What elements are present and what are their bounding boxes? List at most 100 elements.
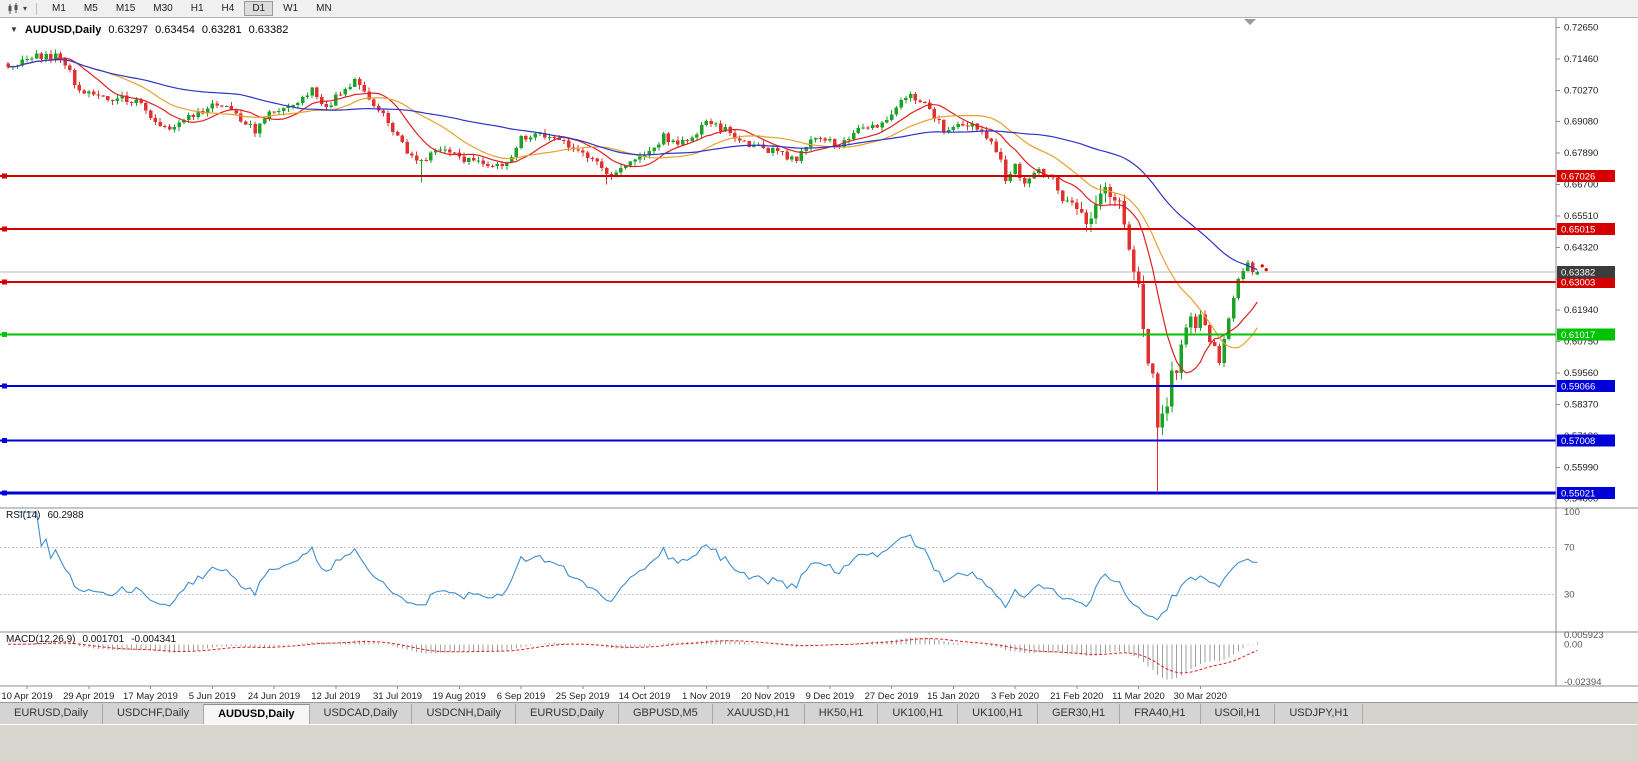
chart-tab-bar: EURUSD,Daily USDCHF,Daily AUDUSD,Daily USDC… [0,702,1638,724]
svg-text:0.63003: 0.63003 [1561,278,1595,289]
status-bar [0,724,1638,762]
svg-text:0.60750: 0.60750 [1564,337,1598,348]
svg-text:0.70270: 0.70270 [1564,85,1598,96]
level-handle[interactable] [2,279,7,285]
level-price-badge [1557,434,1615,447]
chart-tab-uk100-h1[interactable]: UK100,H1 [958,704,1038,724]
macd-value: 0.001701 [82,634,125,645]
svg-text:0.59560: 0.59560 [1564,368,1598,379]
svg-text:0.57008: 0.57008 [1561,436,1595,447]
timeframe-button-m1[interactable]: M1 [52,3,66,14]
chart-shift-marker[interactable] [1244,19,1256,25]
svg-text:0.54800: 0.54800 [1564,494,1598,505]
level-handle[interactable] [2,383,7,389]
svg-text:0.66700: 0.66700 [1564,180,1598,191]
svg-text:12 Jul 2019: 12 Jul 2019 [311,691,360,702]
chart-tab-ger30-h1[interactable]: GER30,H1 [1037,704,1121,724]
svg-text:0.00: 0.00 [1564,639,1583,650]
timeframe-button-d1[interactable]: D1 [244,1,274,16]
timeframe-button-h4[interactable]: H4 [221,3,235,14]
rsi-value: 60.2988 [47,510,84,521]
timeframe-button-h1[interactable]: H1 [190,3,204,14]
chart-tab-fra40-h1[interactable]: FRA40,H1 [1120,704,1201,724]
svg-text:0.61940: 0.61940 [1564,305,1598,316]
svg-text:0.58370: 0.58370 [1564,399,1598,410]
svg-text:100: 100 [1564,507,1580,518]
svg-text:19 Aug 2019: 19 Aug 2019 [433,691,486,702]
chart-tab-eurusd-daily[interactable]: EURUSD,Daily [516,704,619,724]
level-price-badge [1557,486,1615,499]
timeframe-button-m5[interactable]: M5 [83,3,98,14]
date-axis[interactable]: 10 Apr 2019 29 Apr 2019 17 May 2019 5 Jun 2… [1,686,1227,702]
timeframe-button-mn[interactable]: MN [316,3,332,14]
chart-tab-uk100-h1[interactable]: UK100,H1 [878,704,959,724]
ma-line-50 [7,58,1258,271]
svg-text:5 Jun 2019: 5 Jun 2019 [189,691,236,702]
svg-text:0.005923: 0.005923 [1564,630,1604,641]
chart-tab-usdjpy-h1[interactable]: USDJPY,H1 [1275,704,1364,724]
svg-text:1 Nov 2019: 1 Nov 2019 [682,691,731,702]
chevron-down-icon: ▾ [23,3,28,13]
svg-text:20 Nov 2019: 20 Nov 2019 [741,691,795,702]
chart-tab-usdcad-daily[interactable]: USDCAD,Daily [309,704,413,724]
rsi-line [17,511,1258,621]
svg-text:6 Sep 2019: 6 Sep 2019 [497,691,546,702]
chart-tab-hk50-h1[interactable]: HK50,H1 [804,704,879,724]
timeframe-button-m30[interactable]: M30 [153,3,173,14]
svg-text:0.65015: 0.65015 [1561,225,1595,236]
svg-text:0.67026: 0.67026 [1561,171,1595,182]
current-price-badge [1557,266,1615,279]
rsi-name: RSI(14) [6,510,41,521]
svg-text:0.55990: 0.55990 [1564,462,1598,473]
svg-text:30: 30 [1564,590,1575,601]
svg-text:9 Dec 2019: 9 Dec 2019 [805,691,854,702]
one-click-trading-toggle-icon[interactable]: ▼ [10,25,18,34]
chart-type-button[interactable]: ▾ [4,2,30,15]
svg-text:0.69080: 0.69080 [1564,117,1598,128]
level-handle[interactable] [2,226,7,232]
chart-tab-usdcnh-daily[interactable]: USDCNH,Daily [412,704,517,724]
price-marker-dot [1264,267,1268,272]
svg-text:24 Jun 2019: 24 Jun 2019 [248,691,300,702]
price-scale[interactable]: 0.72650 0.71460 0.70270 0.69080 0.67890 0.667… [1556,23,1615,689]
chart-tab-eurusd-daily[interactable]: EURUSD,Daily [0,704,103,724]
chart-tab-xauusd-h1[interactable]: XAUUSD,H1 [712,704,805,724]
svg-text:15 Jan 2020: 15 Jan 2020 [927,691,979,702]
macd-indicator-label: MACD(12,26,9) 0.001701 -0.004341 [6,634,176,645]
ohlc-close: 0.63382 [248,24,289,36]
macd-signal-line [8,638,1258,674]
svg-text:25 Sep 2019: 25 Sep 2019 [556,691,610,702]
chart-tab-gbpusd-m5[interactable]: GBPUSD,M5 [619,704,713,724]
svg-text:21 Feb 2020: 21 Feb 2020 [1050,691,1103,702]
timeframe-button-m15[interactable]: M15 [115,3,136,14]
timeframe-button-w1[interactable]: W1 [283,3,299,14]
svg-text:14 Oct 2019: 14 Oct 2019 [619,691,671,702]
svg-text:0.61017: 0.61017 [1561,330,1595,341]
svg-text:0.72650: 0.72650 [1564,23,1598,34]
macd-name: MACD(12,26,9) [6,634,76,645]
svg-text:0.64320: 0.64320 [1564,242,1598,253]
chart-tab-usoil-h1[interactable]: USOil,H1 [1200,704,1276,724]
macd-signal-value: -0.004341 [131,634,177,645]
level-handle[interactable] [2,490,7,496]
svg-text:29 Apr 2019: 29 Apr 2019 [63,691,114,702]
svg-text:11 Mar 2020: 11 Mar 2020 [1112,691,1165,702]
chart-tab-usdchf-daily[interactable]: USDCHF,Daily [102,704,205,724]
svg-text:3 Feb 2020: 3 Feb 2020 [991,691,1039,702]
rsi-indicator-label: RSI(14) 60.2988 [6,510,84,521]
svg-text:10 Apr 2019: 10 Apr 2019 [1,691,52,702]
svg-text:0.65510: 0.65510 [1564,211,1598,222]
svg-text:17 May 2019: 17 May 2019 [123,691,178,702]
level-handle[interactable] [2,173,7,179]
level-handle[interactable] [2,437,7,443]
timeframe-bar: M1 M5 M15 M30 H1 H4 D1 W1 MN [43,1,341,16]
svg-text:31 Jul 2019: 31 Jul 2019 [373,691,422,702]
svg-text:70: 70 [1564,542,1575,553]
level-handle[interactable] [2,332,7,338]
level-price-badge [1557,380,1615,393]
price-chart-canvas[interactable]: 0.72650 0.71460 0.70270 0.69080 0.67890 0.667… [0,18,1638,702]
svg-text:27 Dec 2019: 27 Dec 2019 [865,691,919,702]
chart-tab-audusd-daily[interactable]: AUDUSD,Daily [204,704,310,724]
chart-area: 0.72650 0.71460 0.70270 0.69080 0.67890 0.667… [0,18,1638,702]
